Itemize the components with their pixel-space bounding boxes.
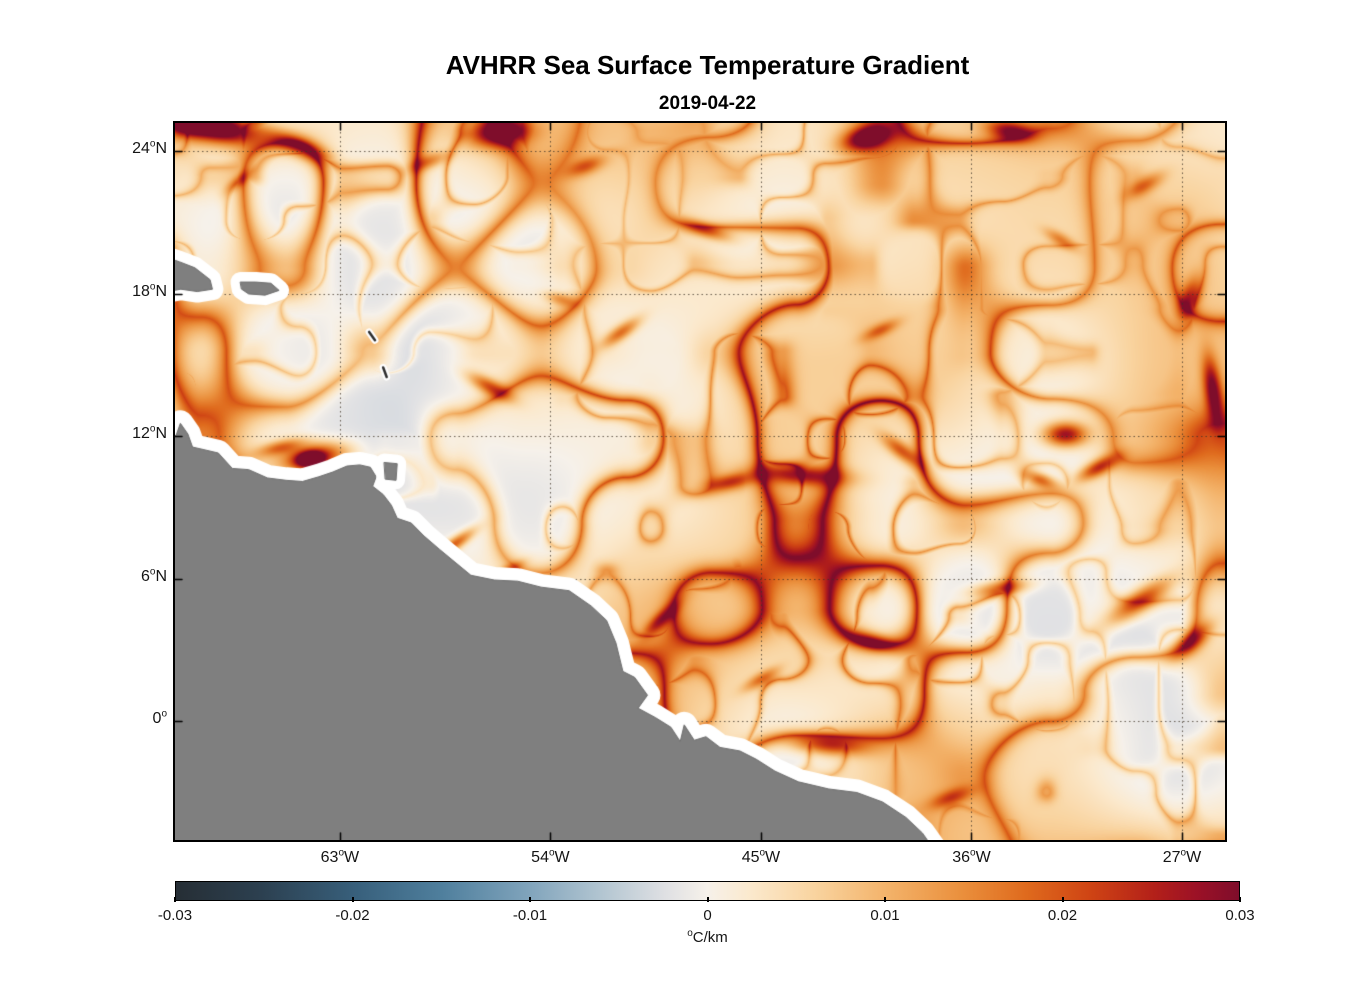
colorbar-tick-label: -0.03 [157,907,193,924]
colorbar-tick-label: 0.02 [1047,907,1078,924]
x-axis-tick-label: 27oW [1162,847,1202,866]
y-axis-tick-label: 0o [152,708,167,728]
colorbar-tick-label: -0.02 [335,907,370,924]
colorbar-unit-label: oC/km [687,928,728,947]
colorbar-tick-label: 0 [703,907,712,924]
colorbar-tick-mark [174,897,176,902]
colorbar-tick-mark [529,897,531,902]
colorbar-tick-label: 0.03 [1225,907,1255,924]
y-axis-tick-label: 6oN [140,566,167,585]
colorbar-tick-label: -0.01 [512,907,548,924]
y-axis-tick-label: 12oN [132,424,167,443]
colorbar-tick-label: 0.01 [870,907,900,924]
y-axis-tick-label: 24oN [132,139,167,158]
colorbar-tick-mark [706,897,709,902]
colorbar-tick-mark [1061,897,1064,902]
x-axis-tick-label: 45oW [741,847,781,866]
colorbar-tick-mark [884,897,886,902]
colorbar-tick-mark [1239,897,1241,902]
y-axis-tick-label: 18oN [132,281,167,300]
x-axis-tick-label: 36oW [952,847,991,866]
chart-title: AVHRR Sea Surface Temperature Gradient [445,50,970,80]
chart-subtitle: 2019-04-22 [658,93,757,114]
x-axis-tick-label: 63oW [320,847,360,866]
x-axis-tick-label: 54oW [531,847,570,866]
degree-symbol: o [687,928,693,939]
map-plot-area [173,121,1227,842]
colorbar-tick-mark [351,897,354,902]
sst-gradient-heatmap [175,123,1225,840]
